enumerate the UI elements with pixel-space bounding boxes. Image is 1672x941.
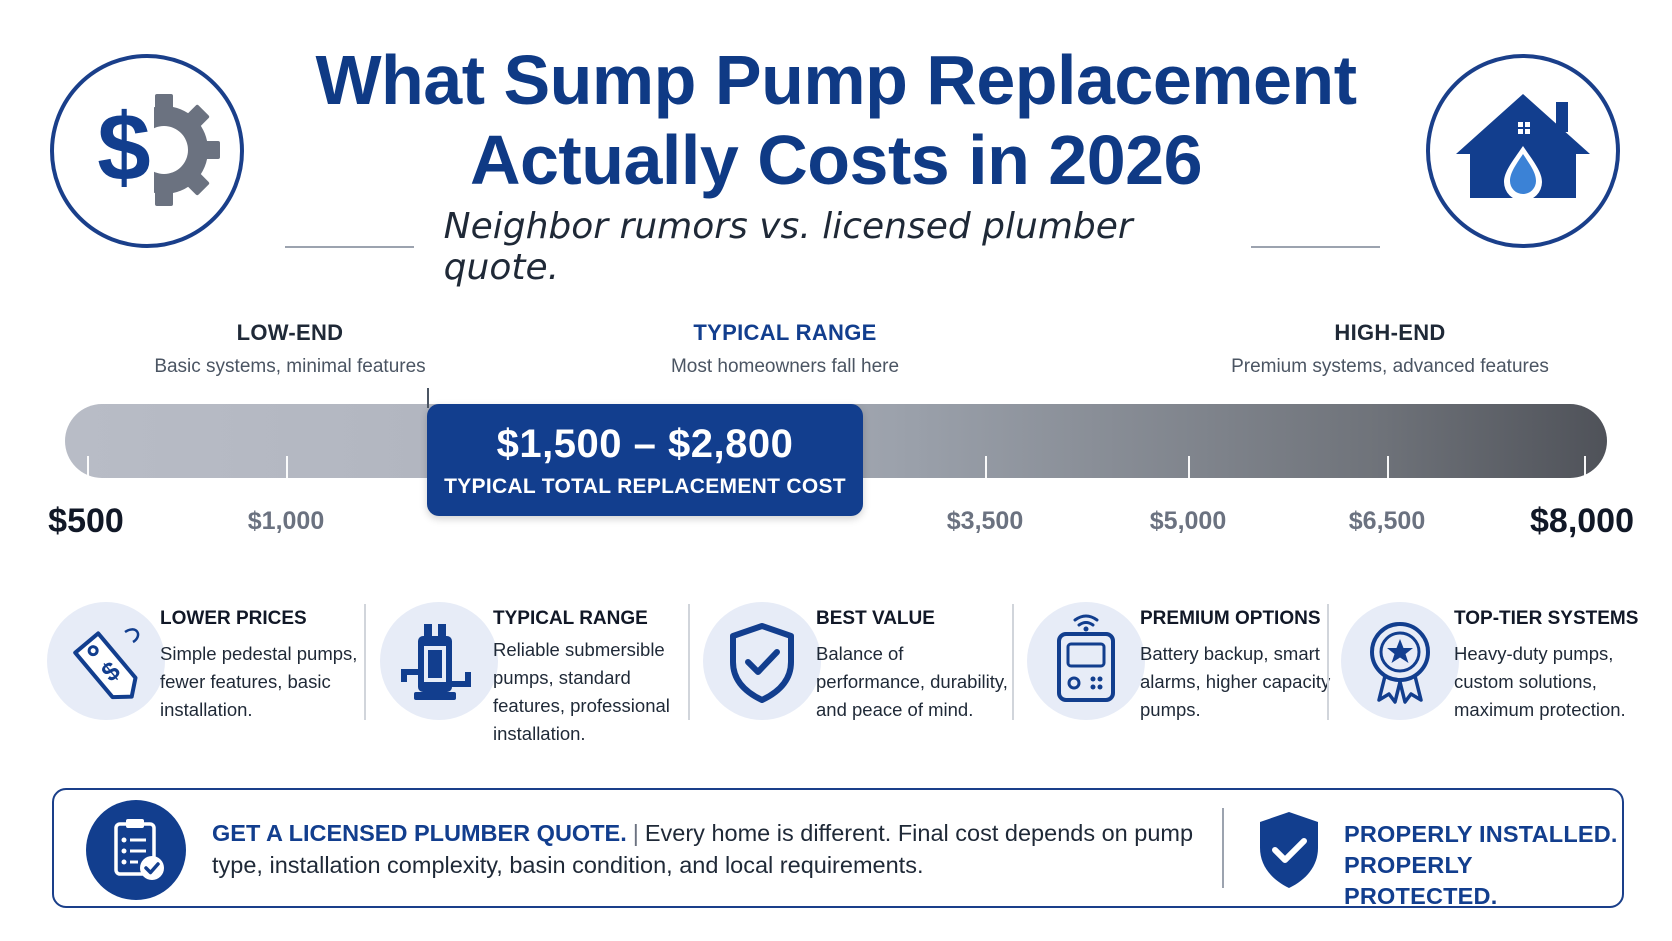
award-badge-icon	[1341, 602, 1459, 720]
feature-title: TYPICAL RANGE	[493, 608, 648, 629]
range-high-subtext: Premium systems, advanced features	[1231, 356, 1549, 377]
scale-tick	[87, 456, 89, 480]
clipboard-check-icon	[86, 800, 186, 900]
range-typical-subtext: Most homeowners fall here	[670, 356, 900, 377]
low-range-divider	[427, 388, 429, 408]
subtitle-rule-left	[285, 246, 414, 248]
svg-text:$: $	[97, 94, 150, 201]
price-tag-icon: $	[47, 602, 165, 720]
feature-description: Reliable submersible pumps, standard fea…	[493, 639, 670, 744]
range-high-heading: HIGH-END	[1334, 320, 1446, 345]
feature-description: Balance of performance, durability, and …	[816, 643, 1008, 720]
typical-cost-highlight: $1,500 – $2,800 TYPICAL TOTAL REPLACEMEN…	[427, 404, 863, 516]
cta-separator: |	[632, 820, 639, 846]
subtitle: Neighbor rumors vs. licensed plumber quo…	[443, 206, 1133, 288]
feature-title: LOWER PRICES	[160, 608, 307, 629]
shield-check-icon	[703, 602, 821, 720]
range-typical-heading: TYPICAL RANGE	[693, 320, 877, 345]
scale-tick	[985, 456, 987, 480]
subtitle-row: Neighbor rumors vs. licensed plumber quo…	[285, 206, 1380, 288]
cta-message: GET A LICENSED PLUMBER QUOTE. | Every home…	[212, 817, 1212, 881]
feature-description: Battery backup, smart alarms, higher cap…	[1140, 643, 1331, 720]
range-typical: TYPICAL RANGE Most homeowners fall here	[630, 320, 940, 378]
cta-banner: GET A LICENSED PLUMBER QUOTE. | Every home…	[52, 788, 1624, 909]
price-label: $6,500	[1348, 507, 1426, 535]
page-title: What Sump Pump Replacement Actually Cost…	[270, 40, 1402, 200]
subtitle-rule-right	[1251, 246, 1380, 248]
feature-divider	[364, 604, 366, 720]
typical-cost-amount: $1,500 – $2,800	[496, 422, 794, 466]
cta-heading: GET A LICENSED PLUMBER QUOTE.	[212, 820, 627, 846]
scale-tick	[1188, 456, 1190, 480]
shield-check-icon	[1254, 808, 1324, 897]
feature-divider	[1012, 604, 1014, 720]
price-label-min: $500	[48, 502, 124, 540]
range-low: LOW-END Basic systems, minimal features	[140, 320, 440, 378]
scale-tick	[1584, 456, 1586, 480]
title-line-1: What Sump Pump Replacement	[315, 41, 1357, 119]
cta-divider	[1222, 808, 1224, 888]
feature-title: PREMIUM OPTIONS	[1140, 608, 1321, 629]
range-high: HIGH-END Premium systems, advanced featu…	[1200, 320, 1580, 378]
cta-tagline: PROPERLY INSTALLED. PROPERLY PROTECTED.	[1344, 819, 1622, 912]
price-label: $3,500	[946, 507, 1024, 535]
house-water-drop-icon	[1426, 54, 1620, 248]
feature-divider	[688, 604, 690, 720]
price-label: $5,000	[1149, 507, 1227, 535]
submersible-pump-icon	[380, 602, 498, 720]
feature-divider	[1327, 604, 1329, 720]
scale-tick	[1387, 456, 1389, 480]
feature-title: BEST VALUE	[816, 608, 935, 629]
feature-description: Heavy-duty pumps, custom solutions, maxi…	[1454, 643, 1626, 720]
range-low-subtext: Basic systems, minimal features	[154, 356, 426, 377]
cta-tagline-line-2: PROPERLY PROTECTED.	[1344, 852, 1498, 909]
feature-description: Simple pedestal pumps, fewer features, b…	[160, 643, 358, 720]
cta-tagline-line-1: PROPERLY INSTALLED.	[1344, 821, 1618, 847]
dollar-gear-icon: $	[50, 54, 244, 248]
smart-device-icon	[1027, 602, 1145, 720]
typical-cost-label: TYPICAL TOTAL REPLACEMENT COST	[444, 475, 846, 498]
range-low-heading: LOW-END	[236, 320, 344, 345]
cta-body: Every home is different. Final cost depe…	[212, 820, 1194, 878]
price-label: $1,000	[247, 507, 325, 535]
scale-tick	[286, 456, 288, 480]
title-line-2: Actually Costs in 2026	[469, 121, 1203, 199]
price-label-max: $8,000	[1530, 502, 1634, 540]
feature-title: TOP-TIER SYSTEMS	[1454, 608, 1639, 629]
